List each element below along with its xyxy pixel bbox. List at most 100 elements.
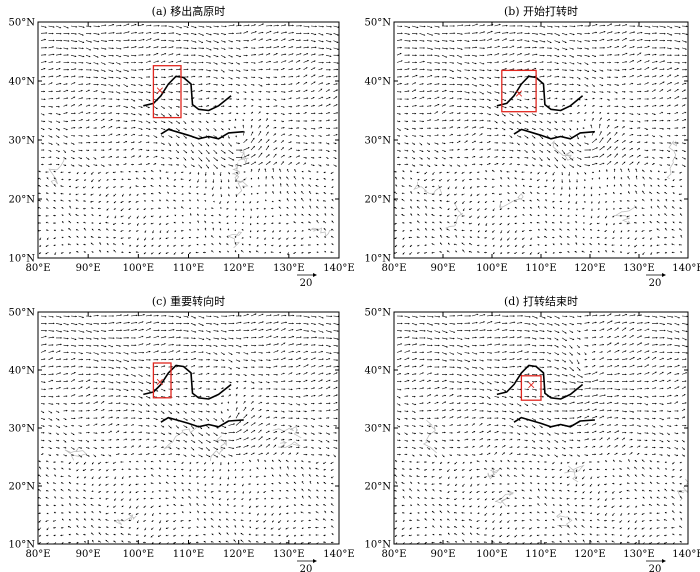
vortex-region-box bbox=[152, 362, 172, 399]
terrain-contour bbox=[564, 464, 585, 483]
y-tick-label: 50°N bbox=[9, 308, 36, 319]
x-tick-label: 120°E bbox=[574, 263, 605, 274]
plot-frame bbox=[393, 311, 689, 545]
reference-vector-label: 20 bbox=[300, 278, 313, 289]
y-tick-label: 30°N bbox=[9, 424, 36, 435]
panel-title: (b) 开始打转时 bbox=[504, 4, 578, 18]
y-tick-label: 20°N bbox=[365, 482, 392, 493]
terrain-contour bbox=[487, 468, 500, 480]
x-tick-label: 140°E bbox=[672, 549, 700, 560]
terrain-contour bbox=[445, 202, 463, 229]
x-tick-label: 140°E bbox=[323, 263, 354, 274]
terrain-contour bbox=[48, 156, 65, 186]
terrain-contour bbox=[232, 162, 244, 197]
y-tick-label: 20°N bbox=[9, 482, 36, 493]
vortex-center-marker: × bbox=[155, 376, 164, 389]
y-tick-label: 50°N bbox=[365, 308, 392, 319]
x-tick-label: 130°E bbox=[623, 549, 654, 560]
terrain-contour bbox=[422, 419, 438, 454]
y-tick-label: 40°N bbox=[365, 366, 392, 377]
terrain-contour bbox=[238, 149, 249, 164]
y-tick-label: 30°N bbox=[9, 136, 36, 147]
panel-b: (b) 开始打转时 × 80°E 90°E 100°E 110°E 120°E 130°E 14… bbox=[365, 4, 700, 289]
y-tick-label: 20°N bbox=[9, 195, 36, 206]
terrain-contour bbox=[234, 164, 249, 187]
terrain-contour bbox=[163, 425, 198, 450]
yellow-river-line bbox=[143, 75, 232, 112]
yangtze-river-line bbox=[160, 416, 244, 428]
x-tick-label: 110°E bbox=[173, 549, 204, 560]
wind-vector-heads bbox=[394, 313, 688, 544]
reference-vector-head bbox=[313, 559, 317, 563]
yangtze-river-line bbox=[513, 416, 595, 428]
panel-title: (c) 重要转向时 bbox=[152, 294, 225, 308]
reference-vector-head bbox=[313, 273, 317, 277]
panel-a: (a) 移出高原时 × 80°E 90°E 100°E 110°E 120°E 130°E 14… bbox=[9, 4, 355, 289]
x-tick-label: 90°E bbox=[76, 263, 101, 274]
vortex-region-box bbox=[501, 69, 537, 113]
terrain-contour bbox=[64, 447, 88, 461]
terrain-contour bbox=[115, 514, 137, 526]
plot-frame bbox=[37, 21, 340, 259]
x-tick-label: 110°E bbox=[525, 549, 556, 560]
x-tick-label: 90°E bbox=[76, 549, 101, 560]
x-tick-label: 130°E bbox=[273, 263, 304, 274]
reference-vector-label: 20 bbox=[300, 564, 313, 572]
vortex-region-box bbox=[520, 375, 542, 401]
yellow-river-line bbox=[496, 364, 584, 400]
x-tick-label: 140°E bbox=[672, 263, 700, 274]
terrain-contour bbox=[209, 435, 227, 461]
x-tick-label: 100°E bbox=[123, 549, 154, 560]
y-tick-label: 10°N bbox=[9, 254, 36, 265]
x-tick-label: 120°E bbox=[574, 549, 605, 560]
y-tick-label: 40°N bbox=[9, 77, 36, 88]
y-tick-label: 40°N bbox=[9, 366, 36, 377]
panel-title: (d) 打转结束时 bbox=[504, 294, 578, 308]
terrain-contour bbox=[666, 140, 677, 180]
x-tick-label: 100°E bbox=[476, 549, 507, 560]
wind-vector-shafts bbox=[38, 23, 339, 256]
y-tick-label: 10°N bbox=[365, 254, 392, 265]
x-tick-label: 80°E bbox=[381, 263, 406, 274]
x-tick-label: 130°E bbox=[273, 549, 304, 560]
yellow-river-line bbox=[496, 75, 584, 112]
x-tick-label: 80°E bbox=[25, 263, 50, 274]
x-tick-label: 80°E bbox=[25, 549, 50, 560]
panel-d: (d) 打转结束时 × 80°E 90°E 100°E 110°E 120°E 130°E 14… bbox=[365, 294, 700, 572]
yangtze-river-line bbox=[160, 128, 244, 140]
yellow-river-line bbox=[143, 364, 232, 400]
wind-vector-field bbox=[38, 313, 339, 544]
x-tick-label: 120°E bbox=[223, 263, 254, 274]
wind-vector-field bbox=[38, 23, 339, 256]
terrain-contour bbox=[278, 440, 301, 448]
y-tick-label: 40°N bbox=[365, 77, 392, 88]
y-tick-label: 30°N bbox=[365, 136, 392, 147]
wind-vector-field bbox=[394, 23, 688, 255]
x-tick-label: 140°E bbox=[323, 549, 354, 560]
terrain-contour bbox=[226, 231, 243, 249]
wind-vector-shafts bbox=[394, 23, 688, 255]
wind-vector-heads bbox=[38, 23, 339, 255]
vortex-center-marker: × bbox=[514, 87, 523, 100]
terrain-contour bbox=[310, 227, 333, 238]
y-tick-label: 30°N bbox=[365, 424, 392, 435]
x-tick-label: 110°E bbox=[525, 263, 556, 274]
terrain-contour bbox=[551, 140, 575, 161]
y-tick-label: 50°N bbox=[9, 18, 36, 29]
vortex-region-box bbox=[152, 65, 182, 119]
yangtze-river-line bbox=[513, 128, 595, 140]
x-tick-label: 80°E bbox=[381, 549, 406, 560]
terrain-contour bbox=[413, 181, 442, 195]
x-tick-label: 100°E bbox=[123, 263, 154, 274]
terrain-contour bbox=[495, 489, 515, 507]
x-tick-label: 120°E bbox=[223, 549, 254, 560]
y-tick-label: 50°N bbox=[365, 18, 392, 29]
y-tick-label: 10°N bbox=[9, 540, 36, 551]
wind-vector-shafts bbox=[394, 313, 688, 544]
x-tick-label: 90°E bbox=[430, 263, 455, 274]
panel-title: (a) 移出高原时 bbox=[152, 4, 226, 18]
x-tick-label: 110°E bbox=[173, 263, 204, 274]
reference-vector-head bbox=[662, 559, 666, 563]
y-tick-label: 20°N bbox=[365, 195, 392, 206]
